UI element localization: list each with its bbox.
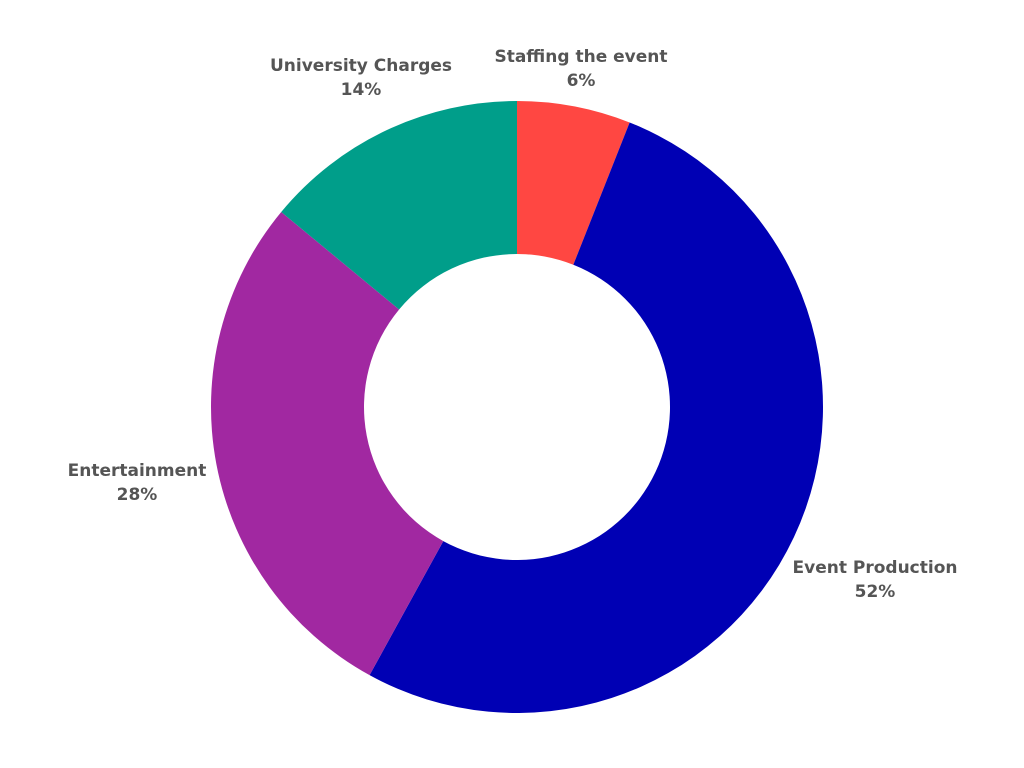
- slice-label: Event Production: [793, 558, 958, 578]
- slice-labels: Staffing the event 6% Event Production 52% E…: [68, 47, 958, 602]
- slice-value: 28%: [117, 485, 158, 505]
- slice-university-charges: [281, 101, 517, 310]
- slice-value: 6%: [567, 71, 596, 91]
- slice-staffing-the-event: [517, 101, 630, 265]
- slice-label: Staffing the event: [494, 47, 667, 67]
- slice-label: University Charges: [270, 56, 452, 76]
- slice-event-production: [369, 122, 823, 713]
- donut-slices: [210, 101, 823, 713]
- slice-value: 14%: [341, 80, 382, 100]
- slice-label: Entertainment: [68, 461, 207, 481]
- slice-entertainment: [210, 211, 444, 676]
- slice-value: 52%: [855, 582, 896, 602]
